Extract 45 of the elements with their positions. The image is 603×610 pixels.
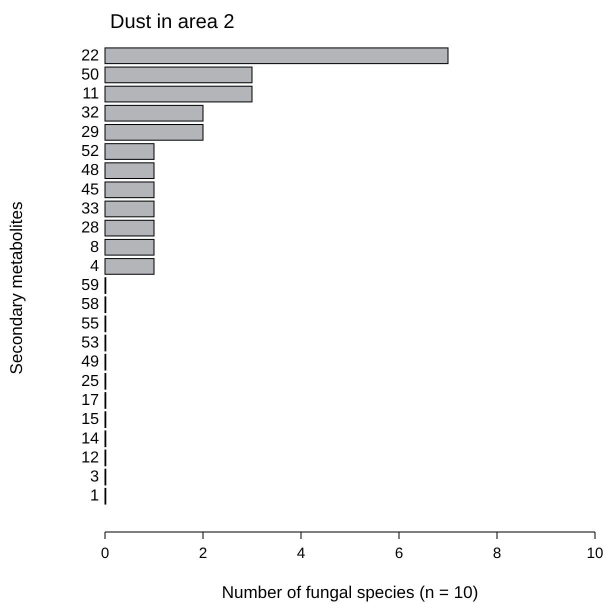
bar xyxy=(104,47,448,64)
y-tick-label: 1 xyxy=(90,488,100,505)
y-tick-label: 58 xyxy=(81,296,100,314)
y-tick-label: 14 xyxy=(81,430,100,448)
bar xyxy=(104,258,154,275)
bar xyxy=(104,200,154,218)
x-tick-label: 6 xyxy=(394,545,404,562)
bar xyxy=(104,104,204,122)
y-tick-label: 55 xyxy=(81,315,100,332)
y-tick-label: 53 xyxy=(81,334,100,352)
y-tick-label: 59 xyxy=(81,277,100,294)
y-tick-label: 4 xyxy=(90,258,100,275)
y-tick-label: 52 xyxy=(81,143,100,160)
x-tick-label: 10 xyxy=(586,545,603,562)
y-tick-label: 33 xyxy=(81,200,100,218)
bar xyxy=(104,162,154,180)
x-axis-title: Number of fungal species (n = 10) xyxy=(222,583,478,602)
bar xyxy=(104,181,154,198)
x-tick-label: 0 xyxy=(100,545,110,562)
y-tick-label: 49 xyxy=(81,354,100,371)
y-tick-label: 22 xyxy=(81,47,100,64)
bar xyxy=(104,220,154,236)
y-tick-label: 11 xyxy=(82,86,100,103)
chart-title: Dust in area 2 xyxy=(110,11,235,33)
y-tick-label: 8 xyxy=(90,238,100,256)
bar xyxy=(104,66,252,84)
bar xyxy=(104,143,154,160)
y-tick-label: 15 xyxy=(81,411,100,428)
x-tick-label: 2 xyxy=(198,545,208,562)
y-tick-label: 45 xyxy=(81,181,100,198)
x-tick-label: 8 xyxy=(492,545,502,562)
y-tick-label: 17 xyxy=(81,392,100,409)
y-tick-label: 50 xyxy=(81,66,100,84)
bar xyxy=(104,238,154,256)
y-tick-label: 48 xyxy=(81,162,100,180)
bar xyxy=(104,124,204,141)
y-tick-label: 29 xyxy=(81,124,100,141)
y-tick-label: 32 xyxy=(81,104,100,122)
y-tick-label: 28 xyxy=(81,220,100,237)
y-tick-label: 25 xyxy=(81,372,100,390)
bar xyxy=(104,86,252,102)
y-axis-title: Secondary metabolites xyxy=(7,202,26,374)
x-tick-label: 4 xyxy=(296,545,306,562)
y-tick-label: 12 xyxy=(81,449,100,466)
y-tick-label: 3 xyxy=(90,468,100,486)
